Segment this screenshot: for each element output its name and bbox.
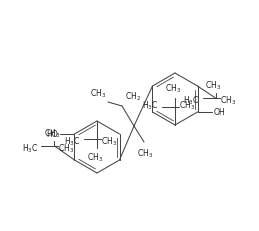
Text: CH$_3$: CH$_3$ [205,79,222,92]
Text: CH$_2$: CH$_2$ [125,90,141,103]
Text: CH$_3$: CH$_3$ [59,142,75,155]
Text: CH$_3$: CH$_3$ [44,127,61,139]
Text: CH$_3$: CH$_3$ [137,147,153,160]
Text: CH$_3$: CH$_3$ [87,151,103,164]
Text: H$_3$C: H$_3$C [142,99,159,112]
Text: CH$_3$: CH$_3$ [220,94,236,107]
Text: H$_3$C: H$_3$C [64,135,81,148]
Text: HO: HO [47,130,59,139]
Text: H$_3$C: H$_3$C [22,142,39,155]
Text: CH$_3$: CH$_3$ [101,135,117,148]
Text: CH$_3$: CH$_3$ [179,99,195,112]
Text: H$_3$C: H$_3$C [183,94,199,107]
Text: CH$_3$: CH$_3$ [165,82,181,94]
Text: CH$_3$: CH$_3$ [90,87,106,100]
Text: OH: OH [213,108,225,117]
